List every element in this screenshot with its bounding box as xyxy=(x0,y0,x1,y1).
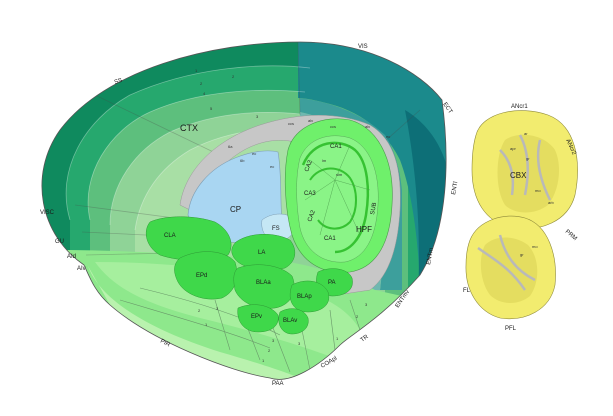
annot-apr: apr xyxy=(510,146,516,151)
label-epd: EPd xyxy=(196,273,207,279)
label-entm: ENTm xyxy=(426,248,435,266)
annot-mo: mo xyxy=(535,188,541,193)
label-ca1-bottom: CA1 xyxy=(324,236,336,242)
label-ca1-top: CA1 xyxy=(330,144,342,150)
ventral-num-p3: 3 xyxy=(216,306,219,311)
ventral-num-q3: 3 xyxy=(272,338,275,343)
label-hpf: HPF xyxy=(356,225,372,234)
annot-mo2: mo xyxy=(532,244,538,249)
label-visc: VISC xyxy=(40,210,55,216)
annot-alv: alv xyxy=(308,118,313,123)
layer-num-2: 2 xyxy=(200,81,203,86)
label-ca2-lower: CA2 xyxy=(307,209,317,223)
annot-ar: ar xyxy=(524,131,528,136)
layer-numbers: 1 2 2 4 5 6a 6b 3 1 2 3 1 2 3 3 1 2 3 xyxy=(195,68,368,363)
annot-ccs2: ccs xyxy=(330,124,336,129)
label-bla-v: BLAv xyxy=(283,318,297,324)
label-cbx: CBX xyxy=(510,171,527,180)
ca-pyramidal-layer xyxy=(301,141,370,254)
ventral-num-q3b: 3 xyxy=(298,341,301,346)
layer-num-3: 3 xyxy=(256,114,259,119)
annot-ec2: ec xyxy=(270,164,274,169)
label-ctx: CTX xyxy=(180,123,198,133)
caudoputamen xyxy=(187,150,283,243)
layer-num-6b: 6b xyxy=(240,158,245,163)
label-ca2: CA2 xyxy=(304,159,314,173)
cerebellum xyxy=(465,110,578,320)
layer-num-4: 4 xyxy=(203,91,206,96)
cerebellum-upper-folia xyxy=(499,134,552,201)
cerebellum-lower-folia xyxy=(477,234,536,291)
annot-lm: lm xyxy=(322,158,327,163)
layer-num-2b: 2 xyxy=(232,74,235,79)
label-gu: GU xyxy=(55,239,64,245)
ventral-num-p1: 1 xyxy=(205,322,208,327)
label-bla-p: BLAp xyxy=(297,294,312,300)
endopiriform-dorsal xyxy=(174,251,238,300)
label-ss: SS xyxy=(114,78,123,86)
label-paa: PAA xyxy=(272,381,284,387)
annot-slm: slm xyxy=(336,172,343,177)
label-ca3: CA3 xyxy=(304,191,316,197)
small-annotations: alv alv ccs ccs ec ec ec ar gr gr mo mo … xyxy=(252,118,555,257)
label-bla-a: BLAa xyxy=(256,280,271,286)
annot-alv2: alv xyxy=(365,124,370,129)
basolateral-amygdala-ventral xyxy=(278,308,309,335)
label-aid: AId xyxy=(67,254,76,260)
label-cla: CLA xyxy=(164,233,176,239)
annot-ec3: ec xyxy=(386,134,390,139)
annot-arb: arb xyxy=(548,200,555,205)
layer-num-5: 5 xyxy=(210,106,213,111)
lateral-amygdala xyxy=(231,234,296,271)
label-pir: PIR xyxy=(159,338,171,348)
label-vis: VIS xyxy=(358,44,368,50)
label-fl: FL xyxy=(463,288,471,294)
annot-gr2: gr xyxy=(520,252,524,257)
label-sub: SUB xyxy=(370,202,378,215)
layer-num-1: 1 xyxy=(195,68,198,73)
ventral-num-r1: 1 xyxy=(336,336,339,341)
ventral-num-p2: 2 xyxy=(198,308,201,313)
ventral-num-r3: 3 xyxy=(365,302,368,307)
ventral-num-r2: 2 xyxy=(356,314,359,319)
label-pfl: PFL xyxy=(505,326,517,332)
label-tr: TR xyxy=(360,334,371,344)
label-entl: ENTl xyxy=(451,181,459,195)
ventral-num-q1: 1 xyxy=(262,358,265,363)
label-aiv: AIv xyxy=(77,266,86,272)
label-pa: PA xyxy=(328,280,336,286)
label-la: LA xyxy=(258,250,265,256)
label-ansr1: ANcr1 xyxy=(511,104,528,110)
teal-visual-region xyxy=(298,42,447,300)
label-epv: EPv xyxy=(251,314,262,320)
annot-gr: gr xyxy=(526,156,530,161)
basolateral-amygdala-anterior xyxy=(233,264,295,309)
basolateral-amygdala-posterior xyxy=(289,280,330,313)
dentate-gyrus xyxy=(309,167,357,230)
annot-ec: ec xyxy=(252,151,256,156)
hpf-sub-divisions xyxy=(304,144,371,236)
annot-ccs: ccs xyxy=(288,121,294,126)
subcortical-nuclei xyxy=(145,216,353,335)
label-ect: ECT xyxy=(441,102,453,116)
claustrum-region xyxy=(145,216,232,261)
layer-num-6a: 6a xyxy=(228,144,233,149)
label-fs: FS xyxy=(272,226,280,232)
label-prm: PRM xyxy=(564,229,578,242)
endopiriform-ventral xyxy=(237,304,279,333)
ventral-num-q2: 2 xyxy=(268,348,271,353)
label-cp: CP xyxy=(230,205,241,214)
hippocampal-formation xyxy=(284,118,393,273)
